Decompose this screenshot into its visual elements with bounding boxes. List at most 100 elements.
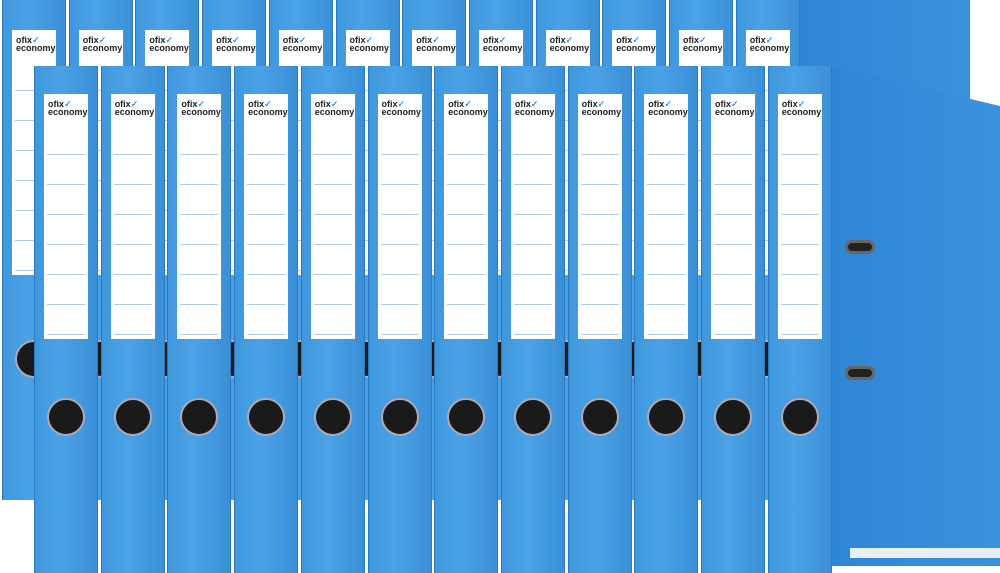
brand-logo: ofix✓ economy — [248, 99, 288, 117]
brand-logo: ofix✓ economy — [581, 99, 622, 117]
label-line — [113, 184, 152, 185]
spine-label: ofix✓ economy — [711, 94, 755, 339]
binder-spine: ofix✓ economy — [300, 66, 365, 573]
label-line — [647, 154, 686, 155]
label-line — [247, 154, 286, 155]
label-line — [313, 214, 352, 215]
spine-label: ofix✓ economy — [777, 94, 822, 339]
finger-hole — [47, 398, 85, 436]
label-line — [447, 184, 486, 185]
label-line — [313, 244, 352, 245]
label-line — [513, 244, 552, 245]
label-line — [580, 184, 619, 185]
binder-spine: ofix✓ economy — [234, 66, 299, 573]
spine-label: ofix✓ economy — [310, 94, 355, 339]
label-line — [513, 334, 552, 335]
label-line — [513, 274, 552, 275]
label-line — [380, 184, 419, 185]
brand-logo: ofix✓ economy — [648, 99, 688, 117]
finger-hole — [647, 398, 686, 436]
label-line — [247, 184, 286, 185]
label-line — [580, 274, 619, 275]
brand-logo: ofix✓ economy — [514, 99, 555, 117]
label-line — [380, 214, 419, 215]
label-line — [714, 304, 752, 305]
finger-hole — [580, 398, 619, 436]
brand-logo: ofix✓ economy — [114, 99, 155, 117]
label-line — [180, 244, 219, 245]
spine-label: ofix✓ economy — [244, 94, 289, 339]
label-line — [447, 274, 486, 275]
brand-logo: ofix✓ economy — [616, 35, 656, 53]
brand-logo: ofix✓ economy — [181, 99, 221, 117]
finger-hole — [313, 398, 352, 436]
label-line — [113, 244, 152, 245]
label-line — [513, 154, 552, 155]
spine-label: ofix✓ economy — [377, 94, 422, 339]
finger-hole — [380, 398, 419, 436]
label-line — [47, 154, 85, 155]
spine-label: ofix✓ economy — [44, 94, 88, 339]
label-line — [247, 304, 286, 305]
label-line — [113, 154, 152, 155]
label-line — [513, 214, 552, 215]
binder-ring-bottom — [845, 366, 875, 380]
label-line — [780, 244, 819, 245]
finger-hole — [447, 398, 486, 436]
label-line — [447, 304, 486, 305]
binder-ring-top — [845, 240, 875, 254]
label-line — [580, 214, 619, 215]
label-line — [47, 214, 85, 215]
label-line — [647, 334, 686, 335]
label-line — [447, 154, 486, 155]
brand-logo: ofix✓ economy — [381, 99, 422, 117]
label-line — [780, 274, 819, 275]
spine-label: ofix✓ economy — [510, 94, 555, 339]
label-line — [780, 334, 819, 335]
label-line — [313, 304, 352, 305]
label-line — [113, 334, 152, 335]
brand-logo: ofix✓ economy — [82, 35, 123, 53]
brand-logo: ofix✓ economy — [416, 35, 456, 53]
label-line — [113, 214, 152, 215]
label-line — [180, 334, 219, 335]
label-line — [247, 334, 286, 335]
label-line — [714, 214, 752, 215]
label-line — [313, 154, 352, 155]
label-line — [513, 304, 552, 305]
label-line — [180, 184, 219, 185]
label-line — [313, 274, 352, 275]
spine-label: ofix✓ economy — [177, 94, 222, 339]
brand-logo: ofix✓ economy — [48, 99, 88, 117]
finger-hole — [113, 398, 152, 436]
label-line — [113, 304, 152, 305]
label-line — [580, 334, 619, 335]
brand-logo: ofix✓ economy — [549, 35, 590, 53]
spine-label: ofix✓ economy — [110, 94, 155, 339]
brand-logo: ofix✓ economy — [781, 99, 822, 117]
label-line — [647, 184, 686, 185]
label-line — [780, 184, 819, 185]
finger-hole — [513, 398, 552, 436]
finger-hole — [247, 398, 286, 436]
finger-hole — [180, 398, 219, 436]
label-line — [714, 274, 752, 275]
label-line — [647, 214, 686, 215]
label-line — [714, 334, 752, 335]
label-line — [47, 304, 85, 305]
brand-logo: ofix✓ economy — [715, 99, 755, 117]
brand-logo: ofix✓ economy — [216, 35, 256, 53]
label-line — [380, 244, 419, 245]
label-line — [780, 304, 819, 305]
brand-logo: ofix✓ economy — [749, 35, 790, 53]
brand-logo: ofix✓ economy — [314, 99, 355, 117]
spine-label: ofix✓ economy — [644, 94, 689, 339]
finger-hole — [780, 398, 819, 436]
label-line — [380, 154, 419, 155]
label-line — [714, 184, 752, 185]
label-line — [380, 304, 419, 305]
binder-spine: ofix✓ economy — [500, 66, 565, 573]
binder-spine: ofix✓ economy — [767, 66, 832, 573]
binder-spine: ofix✓ economy — [634, 66, 699, 573]
label-line — [580, 304, 619, 305]
